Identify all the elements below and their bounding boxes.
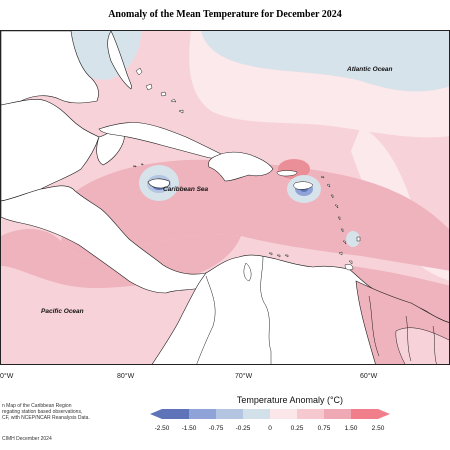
land-florida: [107, 31, 132, 90]
legend-swatch: [324, 409, 352, 419]
anomaly-near-zero-north: [189, 31, 449, 138]
credit-line: regating station based observations,: [2, 409, 83, 415]
land-jamaica: [147, 178, 170, 189]
tick-lon-0: 0°W: [0, 373, 14, 380]
border-colombia-panama: [196, 275, 216, 364]
label-pacific: Pacific Ocean: [41, 308, 84, 315]
anomaly-trinidad-ring: [346, 231, 360, 247]
legend-swatch: [189, 409, 217, 419]
tick-lon-1: 80°W: [117, 373, 135, 380]
land-aruba-curacao: [268, 252, 289, 258]
land-puerto-rico: [276, 170, 298, 177]
legend-tick-label: -0.75: [208, 425, 224, 432]
legend-swatch: [351, 409, 379, 419]
land-pr-islet: [293, 181, 314, 190]
legend-title: Temperature Anomaly (°C): [236, 395, 344, 405]
legend-arrow-left: [150, 409, 162, 419]
legend-swatch: [297, 409, 325, 419]
legend-swatch: [270, 409, 298, 419]
legend-tick-label: 0: [268, 425, 272, 432]
anomaly-negative-north: [201, 31, 449, 92]
land-lesser-antilles: [320, 175, 361, 265]
credit-line: n Map of the Caribbean Region: [2, 403, 72, 409]
legend-tick-label: -2.50: [154, 425, 170, 432]
land-hispaniola: [208, 151, 274, 182]
label-atlantic: Atlantic Ocean: [346, 66, 393, 73]
land-north-america: [1, 31, 99, 106]
tick-lon-2: 70°W: [235, 373, 253, 380]
legend-arrow-right: [378, 409, 390, 419]
land-guianas-warm: [395, 327, 449, 364]
legend-swatch: [243, 409, 271, 419]
land-bahamas: [135, 67, 184, 114]
border-venezuela: [260, 255, 272, 364]
legend-swatch: [216, 409, 244, 419]
map-title: Anomaly of the Mean Temperature for Dece…: [108, 9, 342, 20]
legend-colorbar: [150, 409, 390, 419]
legend-tick-label: -1.50: [181, 425, 197, 432]
map-panel: Atlantic Ocean Caribbean Sea Pacific Oce…: [0, 30, 450, 365]
border-suriname: [405, 315, 412, 362]
land-cayman: [132, 163, 144, 168]
label-caribbean: Caribbean Sea: [163, 186, 209, 193]
legend-tick-label: 2.50: [371, 425, 385, 432]
legend-tick-label: 0.75: [317, 425, 331, 432]
legend-swatch: [162, 409, 190, 419]
border-guiana: [432, 325, 437, 364]
legend-tick-label: -0.25: [235, 425, 251, 432]
legend-tick-label: 0.25: [290, 425, 304, 432]
border-guyana: [368, 295, 380, 357]
legend-tick-label: 1.50: [344, 425, 358, 432]
tick-lon-3: 60°W: [360, 373, 378, 380]
lake-maracaibo: [243, 262, 252, 282]
credits: n Map of the Caribbean Region regating s…: [2, 403, 137, 421]
map-svg: Atlantic Ocean Caribbean Sea Pacific Oce…: [1, 31, 449, 364]
credit-line: CF, with NCEP/NCAR Reanalysis Data.: [2, 415, 90, 421]
footer-credit: CIMH December 2024: [2, 436, 52, 442]
land-trinidad: [344, 263, 354, 271]
